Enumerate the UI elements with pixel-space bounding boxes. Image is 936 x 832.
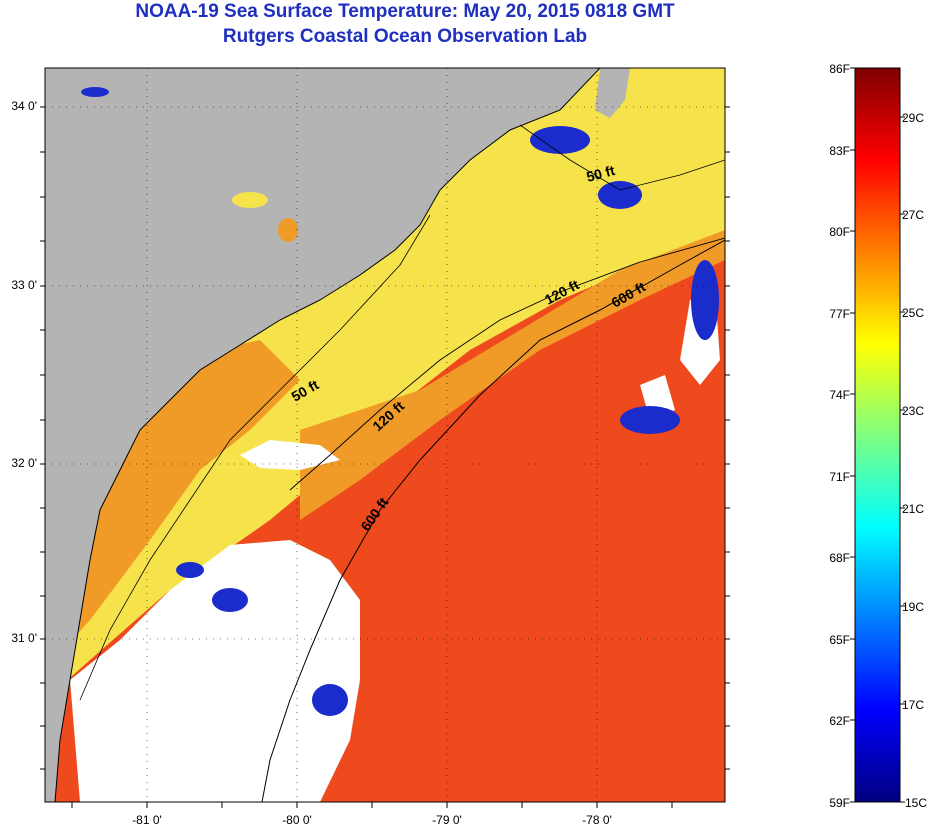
axis-ticks xyxy=(40,106,730,808)
cb-c-27: 27C xyxy=(902,208,925,222)
cold-patch-mideast xyxy=(620,406,680,434)
cb-f-77: 77F xyxy=(829,307,850,321)
lat-label-33: 33 0' xyxy=(11,278,37,292)
land-mass xyxy=(45,68,600,802)
colorbar-ticks xyxy=(850,67,905,803)
lat-label-31: 31 0' xyxy=(11,631,37,645)
map-frame xyxy=(44,67,726,803)
cb-c-15: 15C xyxy=(905,796,928,810)
cb-c-21: 21C xyxy=(902,502,925,516)
cb-f-74: 74F xyxy=(829,388,850,402)
lon-label-81: -81 0' xyxy=(132,813,162,827)
cb-f-62: 62F xyxy=(829,714,850,728)
isobath-50ft-south xyxy=(79,214,431,701)
island-3 xyxy=(81,87,109,97)
cold-patch-north xyxy=(530,126,590,154)
island-1 xyxy=(278,218,298,242)
title-line-2: Rutgers Coastal Ocean Observation Lab xyxy=(222,26,588,47)
coastline xyxy=(54,68,601,802)
lat-label-34: 34 0' xyxy=(11,99,37,113)
cb-f-80: 80F xyxy=(829,225,850,239)
isobath-50ft xyxy=(519,124,725,191)
lon-label-78: -78 0' xyxy=(582,813,612,827)
cold-patch-north-2 xyxy=(598,181,642,209)
lat-label-32: 32 0' xyxy=(11,456,37,470)
cb-f-65: 65F xyxy=(829,633,850,647)
cb-c-19: 19C xyxy=(902,600,925,614)
cloud-south xyxy=(70,540,360,802)
cb-f-86: 86F xyxy=(829,62,850,76)
cb-c-25: 25C xyxy=(902,306,925,320)
cold-patch-east xyxy=(691,260,719,340)
cold-patch-south-3 xyxy=(312,684,348,716)
island-2 xyxy=(232,192,268,208)
cb-f-71: 71F xyxy=(829,470,850,484)
map-layers xyxy=(45,68,725,802)
lon-label-79: -79 0' xyxy=(432,813,462,827)
outer-shelf-band xyxy=(300,230,725,520)
cb-f-83: 83F xyxy=(829,144,850,158)
cb-c-23: 23C xyxy=(902,404,925,418)
title-line-1: NOAA-19 Sea Surface Temperature: May 20,… xyxy=(135,1,675,22)
cold-patch-south xyxy=(212,588,248,612)
cb-f-59: 59F xyxy=(829,796,850,810)
lon-label-80: -80 0' xyxy=(282,813,312,827)
isobath-120ft xyxy=(289,237,725,491)
isobath-600ft xyxy=(261,239,725,802)
cb-c-17: 17C xyxy=(902,698,925,712)
land-northeast xyxy=(595,68,630,118)
isobath-label-50ft-north: 50 ft xyxy=(585,162,617,185)
cb-c-29: 29C xyxy=(902,111,925,125)
colorbar xyxy=(854,67,901,803)
cloud-mid xyxy=(240,440,340,470)
cb-f-68: 68F xyxy=(829,551,850,565)
cold-patch-south-2 xyxy=(176,562,204,578)
